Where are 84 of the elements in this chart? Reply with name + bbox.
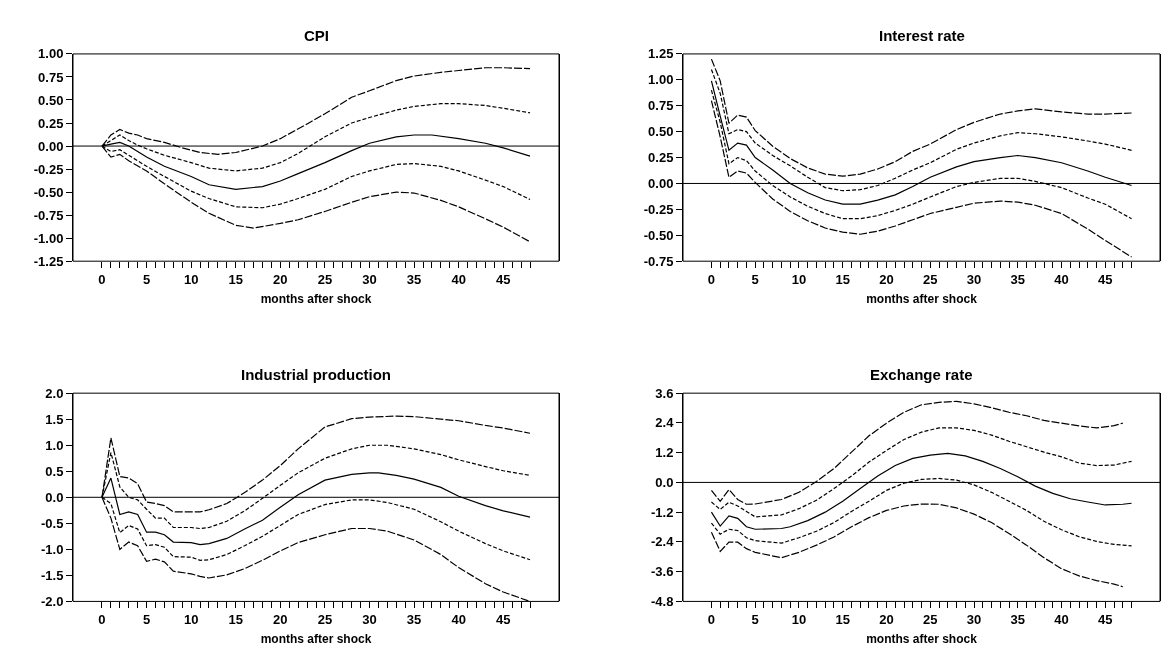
y-tick-label: 0.75: [648, 98, 674, 114]
x-tick-label: 25: [923, 271, 938, 287]
x-tick-label: 20: [273, 271, 288, 287]
x-tick-label: 15: [835, 271, 850, 287]
x-tick-label: 15: [228, 612, 243, 628]
y-tick-label: -1.2: [650, 504, 674, 520]
x-tick-label: 20: [273, 612, 288, 628]
x-tick-label: 40: [1054, 271, 1069, 287]
y-tick-label: -2.4: [650, 534, 675, 550]
y-tick-label: -0.25: [643, 201, 674, 217]
x-tick-label: 10: [791, 612, 807, 628]
x-tick-label: 35: [406, 271, 422, 287]
x-tick-label: 45: [496, 271, 511, 287]
y-tick-label: 0.5: [45, 463, 64, 479]
y-tick-label: 0.0: [45, 489, 64, 505]
y-tick-label: 0.75: [38, 69, 64, 85]
y-tick-label: -0.25: [33, 161, 64, 177]
y-tick-label: -4.8: [650, 593, 674, 609]
chart-title: Industrial production: [241, 366, 391, 383]
x-tick-label: 0: [98, 612, 106, 628]
x-axis-title: months after shock: [866, 631, 978, 646]
x-axis-title: months after shock: [260, 291, 372, 306]
y-tick-label: 1.00: [648, 72, 674, 88]
x-tick-label: 20: [879, 271, 894, 287]
x-tick-label: 45: [496, 612, 511, 628]
x-tick-label: 30: [362, 612, 377, 628]
y-tick-label: 0.0: [655, 474, 674, 490]
y-tick-label: -0.75: [33, 207, 64, 223]
x-tick-label: 10: [183, 612, 199, 628]
x-tick-label: 30: [966, 271, 982, 287]
y-tick-label: 2.0: [45, 385, 64, 401]
x-tick-label: 40: [451, 612, 466, 628]
x-tick-label: 25: [923, 612, 938, 628]
x-tick-label: 5: [751, 612, 759, 628]
y-tick-label: 1.0: [45, 437, 64, 453]
x-tick-label: 10: [791, 271, 807, 287]
x-tick-label: 10: [183, 271, 199, 287]
x-tick-label: 25: [317, 612, 333, 628]
y-tick-label: -2.0: [40, 593, 64, 609]
y-tick-label: -1.0: [40, 541, 64, 557]
x-tick-label: 5: [142, 271, 151, 287]
x-tick-label: 0: [707, 612, 716, 628]
y-tick-label: -0.50: [33, 184, 64, 200]
y-tick-label: -0.75: [643, 253, 674, 269]
x-tick-label: 40: [451, 271, 466, 287]
x-tick-label: 45: [1098, 612, 1113, 628]
chart-title: CPI: [304, 27, 330, 44]
x-tick-label: 30: [966, 612, 982, 628]
x-tick-label: 35: [1010, 612, 1026, 628]
x-axis-title: months after shock: [260, 631, 372, 646]
x-tick-label: 15: [228, 271, 243, 287]
chart-title: Interest rate: [879, 27, 965, 44]
x-tick-label: 35: [406, 612, 422, 628]
x-tick-label: 40: [1054, 612, 1069, 628]
y-tick-label: 0.00: [38, 138, 64, 154]
y-tick-label: 1.5: [45, 411, 64, 427]
x-tick-label: 20: [879, 612, 894, 628]
x-tick-label: 25: [317, 271, 333, 287]
y-tick-label: -3.6: [650, 564, 674, 580]
y-tick-label: 0.25: [648, 150, 674, 166]
y-tick-label: 0.50: [648, 124, 674, 140]
x-tick-label: 15: [835, 612, 850, 628]
y-tick-label: -1.5: [40, 567, 64, 583]
y-tick-label: -0.5: [40, 515, 64, 531]
y-tick-label: 1.00: [38, 46, 64, 62]
x-tick-label: 0: [707, 271, 716, 287]
y-tick-label: 3.6: [655, 385, 674, 401]
y-tick-label: 1.2: [655, 445, 674, 461]
y-tick-label: 0.25: [38, 115, 64, 131]
x-tick-label: 5: [751, 271, 759, 287]
y-tick-label: 2.4: [655, 415, 675, 431]
y-tick-label: -0.50: [643, 227, 674, 243]
y-tick-label: 0.00: [648, 176, 674, 192]
x-tick-label: 5: [142, 612, 151, 628]
y-tick-label: 1.25: [648, 46, 674, 62]
x-axis-title: months after shock: [866, 291, 978, 306]
x-tick-label: 45: [1098, 271, 1113, 287]
y-tick-label: -1.25: [33, 253, 64, 269]
x-tick-label: 35: [1010, 271, 1026, 287]
y-tick-label: -1.00: [33, 230, 64, 246]
y-tick-label: 0.50: [38, 92, 64, 108]
chart-title: Exchange rate: [870, 366, 973, 383]
x-tick-label: 0: [98, 271, 106, 287]
x-tick-label: 30: [362, 271, 377, 287]
